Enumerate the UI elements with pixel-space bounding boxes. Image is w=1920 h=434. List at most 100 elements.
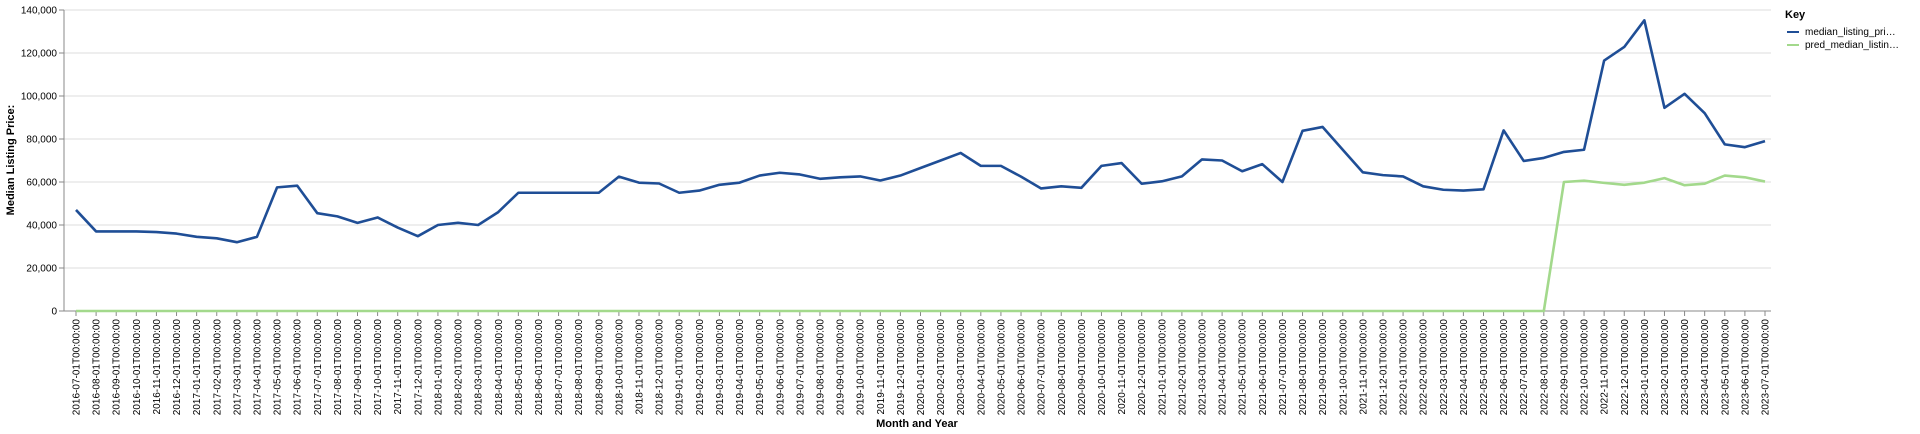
x-tick-label: 2021-06-01T00:00:00 <box>1258 319 1269 416</box>
x-tick-label: 2017-03-01T00:00:00 <box>232 319 243 416</box>
x-tick-label: 2021-03-01T00:00:00 <box>1198 319 1209 416</box>
y-tick-label: 60,000 <box>26 178 57 189</box>
x-tick-label: 2023-07-01T00:00:00 <box>1761 319 1772 416</box>
x-tick-label: 2019-06-01T00:00:00 <box>775 319 786 416</box>
x-tick-label: 2020-10-01T00:00:00 <box>1097 319 1108 416</box>
x-tick-label: 2020-02-01T00:00:00 <box>936 319 947 416</box>
x-tick-label: 2019-02-01T00:00:00 <box>695 319 706 416</box>
x-tick-label: 2020-08-01T00:00:00 <box>1057 319 1068 416</box>
x-tick-label: 2020-01-01T00:00:00 <box>916 319 927 416</box>
x-tick-label: 2023-06-01T00:00:00 <box>1740 319 1751 416</box>
x-tick-label: 2022-09-01T00:00:00 <box>1559 319 1570 416</box>
x-tick-label: 2016-07-01T00:00:00 <box>72 319 83 416</box>
x-tick-label: 2023-03-01T00:00:00 <box>1680 319 1691 416</box>
x-tick-label: 2018-03-01T00:00:00 <box>474 319 485 416</box>
series-line-median-listing-price <box>75 19 1766 244</box>
axes <box>63 10 1771 312</box>
x-tick-label: 2019-03-01T00:00:00 <box>715 319 726 416</box>
x-tick-label: 2017-05-01T00:00:00 <box>273 319 284 416</box>
x-tick-label: 2017-10-01T00:00:00 <box>373 319 384 416</box>
x-tick-label: 2017-12-01T00:00:00 <box>413 319 424 416</box>
x-tick-label: 2022-07-01T00:00:00 <box>1519 319 1530 416</box>
x-tick-label: 2019-07-01T00:00:00 <box>795 319 806 416</box>
x-tick-label: 2021-09-01T00:00:00 <box>1318 319 1329 416</box>
x-tick-label: 2022-10-01T00:00:00 <box>1580 319 1591 416</box>
x-tick-label: 2017-01-01T00:00:00 <box>192 319 203 416</box>
x-tick-label: 2017-07-01T00:00:00 <box>313 319 324 416</box>
x-tick-label: 2021-02-01T00:00:00 <box>1177 319 1188 416</box>
x-tick-label: 2016-11-01T00:00:00 <box>152 319 163 415</box>
y-tick-label: 120,000 <box>21 49 58 60</box>
x-tick-label: 2017-11-01T00:00:00 <box>393 319 404 415</box>
x-tick-label: 2018-05-01T00:00:00 <box>514 319 525 416</box>
x-tick-label: 2020-12-01T00:00:00 <box>1137 319 1148 416</box>
x-tick-label: 2023-01-01T00:00:00 <box>1640 319 1651 416</box>
x-tick-label: 2022-04-01T00:00:00 <box>1459 319 1470 416</box>
x-tick-label: 2018-08-01T00:00:00 <box>574 319 585 416</box>
x-tick-label: 2023-04-01T00:00:00 <box>1700 319 1711 416</box>
y-tick-label: 0 <box>51 307 57 318</box>
x-tick-label: 2018-11-01T00:00:00 <box>635 319 646 415</box>
legend-label-median: median_listing_pri… <box>1805 27 1896 38</box>
legend: Key median_listing_pri… pred_median_list… <box>1785 9 1899 51</box>
x-tick-label: 2018-06-01T00:00:00 <box>534 319 545 416</box>
x-tick-label: 2018-10-01T00:00:00 <box>614 319 625 416</box>
x-tick-label: 2020-06-01T00:00:00 <box>1017 319 1028 416</box>
x-tick-label: 2018-01-01T00:00:00 <box>433 319 444 416</box>
x-tick-label: 2017-04-01T00:00:00 <box>252 319 263 416</box>
x-tick-label: 2017-02-01T00:00:00 <box>212 319 223 416</box>
x-tick-label: 2017-09-01T00:00:00 <box>353 319 364 416</box>
x-tick-label: 2016-09-01T00:00:00 <box>112 319 123 416</box>
x-tick-label: 2022-05-01T00:00:00 <box>1479 319 1490 416</box>
x-tick-label: 2019-01-01T00:00:00 <box>675 319 686 416</box>
x-tick-label: 2019-09-01T00:00:00 <box>836 319 847 416</box>
x-tick-label: 2021-10-01T00:00:00 <box>1338 319 1349 416</box>
x-tick-label: 2021-01-01T00:00:00 <box>1157 319 1168 416</box>
legend-label-pred: pred_median_listin… <box>1805 40 1899 51</box>
x-tick-label: 2022-06-01T00:00:00 <box>1499 319 1510 416</box>
x-tick-label: 2016-12-01T00:00:00 <box>172 319 183 416</box>
y-tick-label: 100,000 <box>21 92 58 103</box>
x-tick-label: 2021-07-01T00:00:00 <box>1278 319 1289 416</box>
x-tick-label: 2020-09-01T00:00:00 <box>1077 319 1088 416</box>
x-tick-label: 2019-08-01T00:00:00 <box>815 319 826 416</box>
y-axis-title: Median Listing Price: <box>5 105 17 216</box>
x-axis-ticks: 2016-07-01T00:00:00 2016-08-01T00:00:00 20… <box>72 311 1772 415</box>
x-tick-label: 2019-10-01T00:00:00 <box>856 319 867 416</box>
x-tick-label: 2021-05-01T00:00:00 <box>1238 319 1249 416</box>
x-tick-label: 2016-08-01T00:00:00 <box>92 319 103 416</box>
y-tick-label: 20,000 <box>26 264 57 275</box>
x-tick-label: 2022-08-01T00:00:00 <box>1539 319 1550 416</box>
x-tick-label: 2020-07-01T00:00:00 <box>1037 319 1048 416</box>
x-tick-label: 2021-08-01T00:00:00 <box>1298 319 1309 416</box>
x-tick-label: 2018-02-01T00:00:00 <box>454 319 465 416</box>
x-tick-label: 2019-12-01T00:00:00 <box>896 319 907 416</box>
x-tick-label: 2020-05-01T00:00:00 <box>996 319 1007 416</box>
gridlines <box>64 9 1771 269</box>
legend-title: Key <box>1785 9 1806 21</box>
x-tick-label: 2023-05-01T00:00:00 <box>1720 319 1731 416</box>
x-tick-label: 2019-05-01T00:00:00 <box>755 319 766 416</box>
series <box>75 19 1766 313</box>
x-tick-label: 2022-12-01T00:00:00 <box>1620 319 1631 416</box>
y-tick-label: 80,000 <box>26 135 57 146</box>
x-tick-label: 2019-11-01T00:00:00 <box>876 319 887 415</box>
x-tick-label: 2022-11-01T00:00:00 <box>1600 319 1611 415</box>
x-tick-label: 2019-04-01T00:00:00 <box>735 319 746 416</box>
x-tick-label: 2022-02-01T00:00:00 <box>1419 319 1430 416</box>
x-axis-title: Month and Year <box>876 418 958 430</box>
x-tick-label: 2021-12-01T00:00:00 <box>1378 319 1389 416</box>
x-tick-label: 2017-06-01T00:00:00 <box>293 319 304 416</box>
x-tick-label: 2023-02-01T00:00:00 <box>1660 319 1671 416</box>
x-tick-label: 2020-03-01T00:00:00 <box>956 319 967 416</box>
y-tick-label: 140,000 <box>21 6 58 17</box>
x-tick-label: 2018-12-01T00:00:00 <box>655 319 666 416</box>
x-tick-label: 2022-03-01T00:00:00 <box>1439 319 1450 416</box>
x-tick-label: 2021-04-01T00:00:00 <box>1218 319 1229 416</box>
x-tick-label: 2017-08-01T00:00:00 <box>333 319 344 416</box>
x-tick-label: 2016-10-01T00:00:00 <box>132 319 143 416</box>
x-tick-label: 2020-04-01T00:00:00 <box>976 319 987 416</box>
x-tick-label: 2018-04-01T00:00:00 <box>494 319 505 416</box>
series-line-pred-median-listing-price <box>76 174 1766 313</box>
